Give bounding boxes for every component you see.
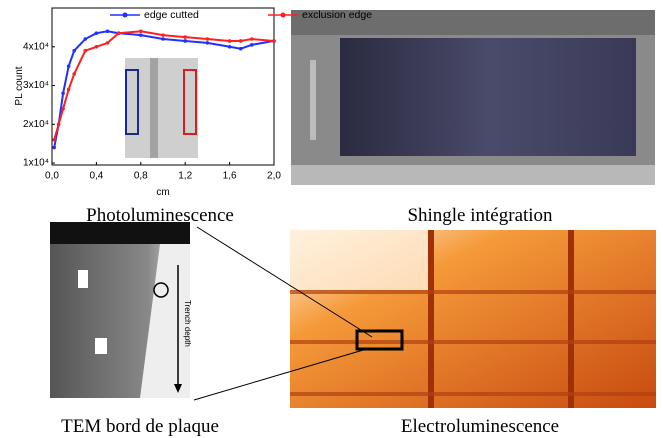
tem-annotation: Trench depth: [183, 300, 192, 347]
x-tick-label: 0,8: [134, 171, 148, 182]
tem-image: Trench depth: [50, 222, 192, 398]
data-point: [250, 37, 254, 41]
data-point: [139, 33, 143, 37]
data-point: [161, 37, 165, 41]
data-point: [95, 45, 99, 49]
caption: Electroluminescence: [401, 416, 559, 437]
data-point: [72, 72, 76, 76]
data-point: [57, 122, 61, 126]
legend-label: exclusion edge: [302, 9, 372, 21]
el-image: [290, 230, 656, 408]
data-point: [67, 64, 71, 68]
figure: Trench depth PL count cm Photoluminescen…: [0, 0, 663, 438]
data-point: [228, 45, 232, 49]
y-tick-label: 3x10⁴: [23, 80, 49, 91]
data-point: [61, 107, 65, 111]
data-point: [239, 47, 243, 51]
x-tick-label: 0,4: [89, 171, 103, 182]
data-point: [52, 146, 56, 150]
inset-photo: [125, 58, 198, 158]
data-point: [95, 31, 99, 35]
x-tick-label: 1,2: [178, 171, 192, 182]
data-point: [117, 31, 121, 35]
x-tick-label: 1,6: [223, 171, 237, 182]
caption: Photoluminescence: [86, 205, 234, 226]
data-point: [61, 91, 65, 95]
data-point: [139, 29, 143, 33]
data-point: [72, 49, 76, 53]
legend-marker: [281, 13, 286, 18]
data-point: [239, 39, 243, 43]
x-tick-label: 2,0: [267, 171, 281, 182]
x-tick-label: 0,0: [45, 171, 59, 182]
y-tick-label: 4x10⁴: [23, 41, 49, 52]
data-point: [206, 41, 210, 45]
data-point: [183, 35, 187, 39]
data-point: [106, 41, 110, 45]
data-point: [84, 49, 88, 53]
caption: TEM bord de plaque: [61, 416, 219, 437]
data-point: [183, 39, 187, 43]
data-point: [228, 39, 232, 43]
shingle-photo: [291, 10, 655, 185]
data-point: [52, 138, 56, 142]
data-point: [250, 43, 254, 47]
y-tick-label: 2x10⁴: [23, 119, 49, 130]
data-point: [106, 29, 110, 33]
y-tick-label: 1x10⁴: [23, 158, 49, 169]
caption: Shingle intégration: [407, 205, 553, 226]
data-point: [84, 37, 88, 41]
data-point: [161, 33, 165, 37]
legend-marker: [123, 13, 128, 18]
data-point: [206, 37, 210, 41]
legend-label: edge cutted: [144, 9, 199, 21]
data-point: [272, 39, 276, 43]
x-axis-label: cm: [156, 187, 169, 198]
data-point: [67, 88, 71, 92]
